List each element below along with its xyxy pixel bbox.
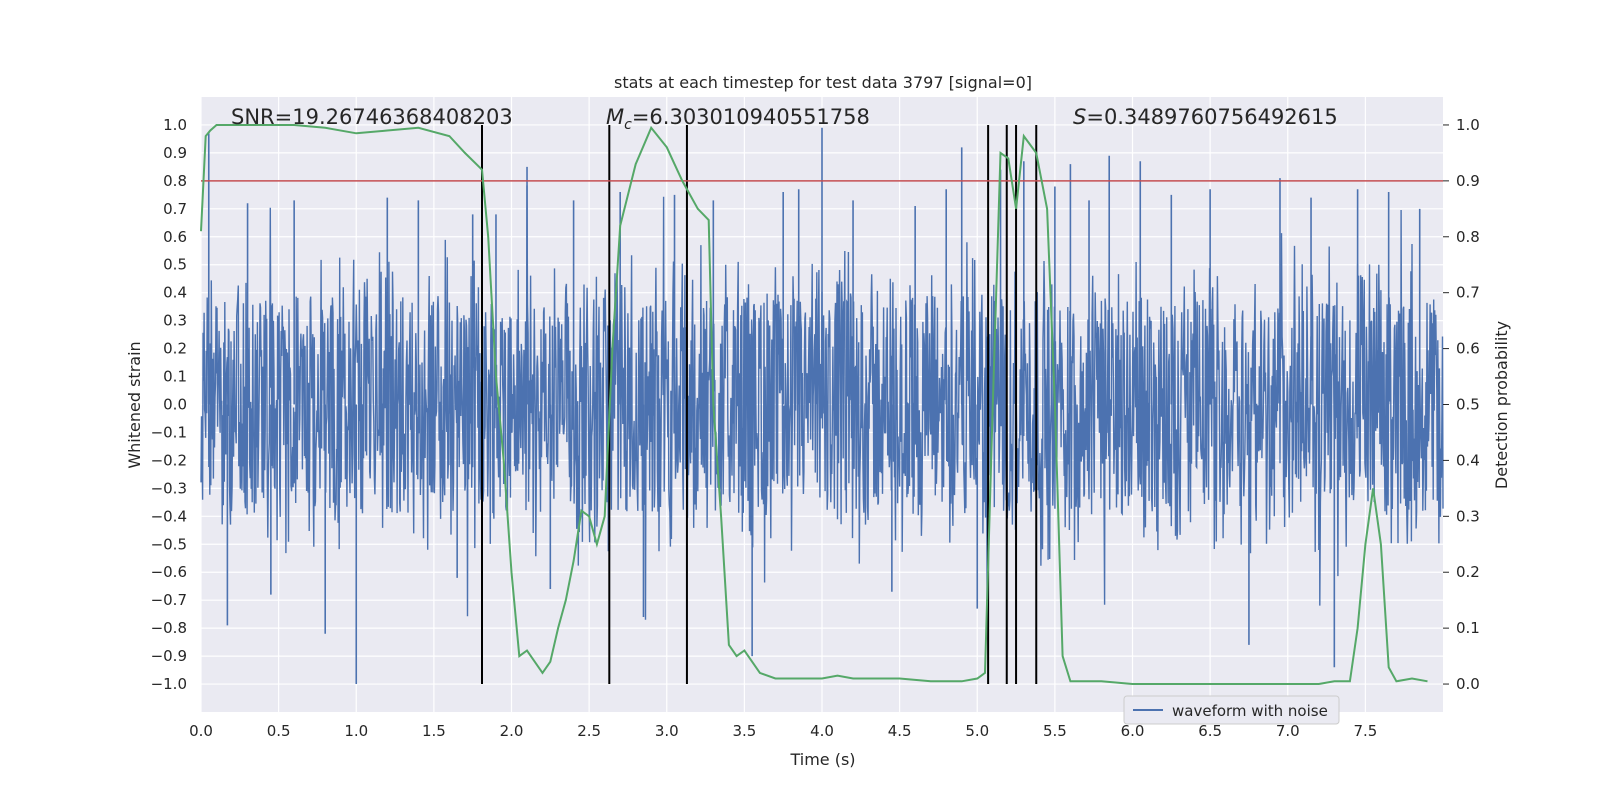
- x-tick-label: 5.0: [965, 722, 989, 740]
- legend-label: waveform with noise: [1172, 702, 1328, 720]
- legend: waveform with noise: [1123, 695, 1340, 725]
- left-y-tick-label: −0.8: [151, 619, 187, 637]
- x-tick-label: 2.5: [577, 722, 601, 740]
- left-y-tick-label: −0.9: [151, 647, 187, 665]
- detection-probability-line: [200, 124, 1428, 685]
- x-tick-label: 7.0: [1276, 722, 1300, 740]
- chirp-mass-annotation: Mc=6.303010940551758: [606, 105, 870, 133]
- left-y-tick-label: 0.9: [163, 144, 187, 162]
- s-symbol: S: [1073, 105, 1086, 129]
- right-y-tick-label: 0.1: [1456, 619, 1480, 637]
- left-y-tick-label: 0.1: [163, 368, 187, 386]
- left-y-tick-label: 0.5: [163, 256, 187, 274]
- right-y-tick-label: 0.7: [1456, 284, 1480, 302]
- right-y-tick-label: 0.4: [1456, 451, 1480, 469]
- x-tick-label: 4.5: [888, 722, 912, 740]
- left-y-tick-label: 0.7: [163, 200, 187, 218]
- left-y-tick-label: −0.3: [151, 479, 187, 497]
- left-y-tick-label: 0.6: [163, 228, 187, 246]
- x-tick-label: 3.5: [732, 722, 756, 740]
- snr-annotation: SNR=19.26746368408203: [231, 105, 513, 129]
- x-tick-label: 5.5: [1043, 722, 1067, 740]
- right-y-tick-label: 1.0: [1456, 116, 1480, 134]
- left-y-tick-label: −1.0: [151, 675, 187, 693]
- x-tick-label: 1.0: [344, 722, 368, 740]
- legend-box: [1123, 695, 1340, 725]
- x-tick-label: 1.5: [422, 722, 446, 740]
- left-y-tick-label: −0.1: [151, 423, 187, 441]
- x-axis-label: Time (s): [789, 750, 855, 769]
- left-y-tick-label: 0.8: [163, 172, 187, 190]
- left-y-tick-label: 0.4: [163, 284, 187, 302]
- left-y-tick-label: −0.2: [151, 451, 187, 469]
- x-tick-label: 0.5: [267, 722, 291, 740]
- left-y-tick-label: 1.0: [163, 116, 187, 134]
- waveform-series: [200, 127, 1444, 685]
- left-y-tick-label: −0.5: [151, 535, 187, 553]
- right-y-axis-label: Detection probability: [1492, 321, 1511, 489]
- right-y-tick-label: 0.9: [1456, 172, 1480, 190]
- left-y-tick-label: 0.0: [163, 396, 187, 414]
- x-tick-label: 6.0: [1121, 722, 1145, 740]
- right-y-tick-label: 0.8: [1456, 228, 1480, 246]
- right-y-tick-label: 0.3: [1456, 507, 1480, 525]
- left-y-tick-label: −0.6: [151, 563, 187, 581]
- x-axis-ticks: 0.0 0.5 1.0 1.5 2.0 2.5 3.0 3.5 4.0 4.5 5.0 5.5 6.0 6…: [189, 722, 1377, 740]
- x-tick-label: 3.0: [655, 722, 679, 740]
- right-y-tick-label: 0.0: [1456, 675, 1480, 693]
- left-y-axis-ticks: 1.0 0.9 0.8 0.7 0.6 0.5 0.4 0.3 0.2 0.1 0.0 −0.1 −0.…: [151, 116, 187, 693]
- left-y-tick-label: 0.2: [163, 340, 187, 358]
- x-tick-label: 4.0: [810, 722, 834, 740]
- right-y-tick-label: 0.6: [1456, 340, 1480, 358]
- right-y-tick-label: 0.5: [1456, 396, 1480, 414]
- right-y-tick-label: 0.2: [1456, 563, 1480, 581]
- right-y-axis-ticks: 1.0 0.9 0.8 0.7 0.6 0.5 0.4 0.3 0.2 0.1 0.0: [1443, 116, 1480, 693]
- chirp-mass-value: =6.303010940551758: [632, 105, 870, 129]
- s-value: =0.3489760756492615: [1086, 105, 1337, 129]
- chirp-mass-symbol: M: [606, 105, 624, 129]
- left-y-tick-label: −0.4: [151, 507, 187, 525]
- x-tick-label: 6.5: [1198, 722, 1222, 740]
- x-tick-label: 7.5: [1353, 722, 1377, 740]
- chirp-mass-subscript: c: [624, 117, 632, 133]
- left-y-tick-label: −0.7: [151, 591, 187, 609]
- chart-title: stats at each timestep for test data 379…: [614, 73, 1032, 92]
- x-tick-label: 2.0: [500, 722, 524, 740]
- s-annotation: S=0.3489760756492615: [1073, 105, 1338, 129]
- x-tick-label: 0.0: [189, 722, 213, 740]
- left-y-tick-label: 0.3: [163, 312, 187, 330]
- left-y-axis-label: Whitened strain: [125, 341, 144, 468]
